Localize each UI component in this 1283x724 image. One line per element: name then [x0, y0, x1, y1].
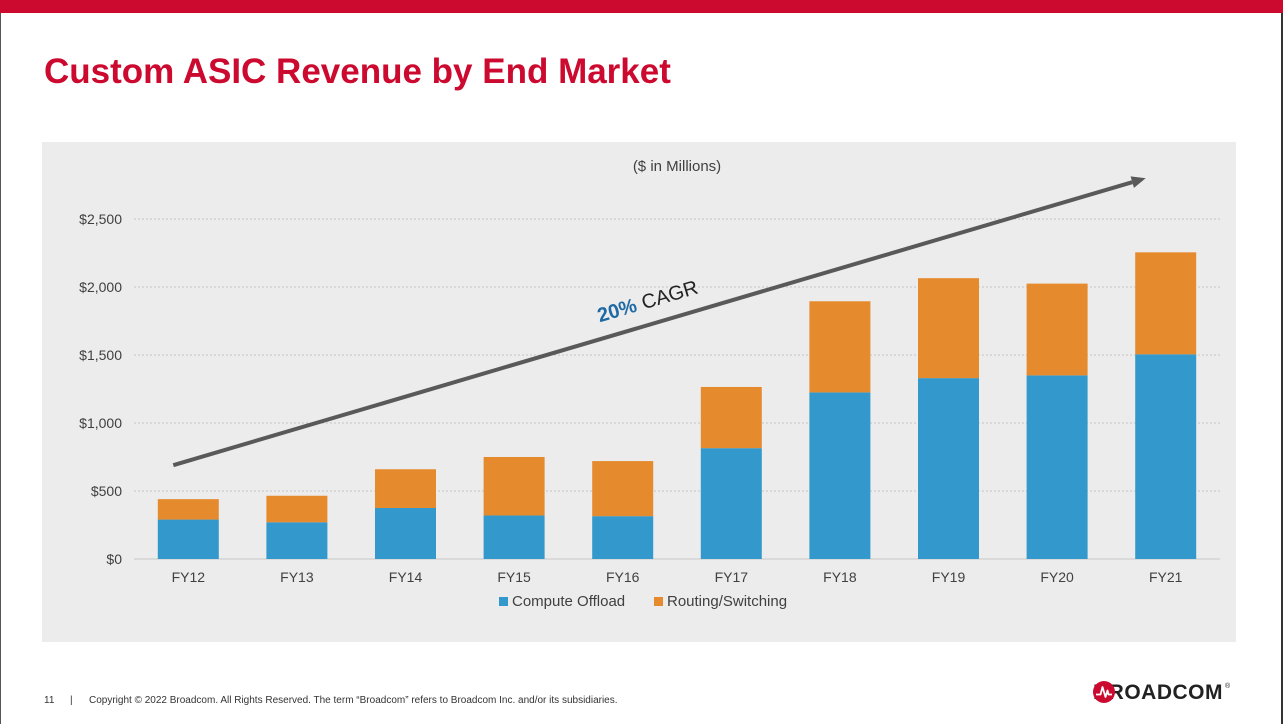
bar-segment-compute-offload [918, 378, 979, 559]
cagr-arrow-line [172, 180, 1133, 468]
logo-registered-mark: ® [1225, 683, 1231, 690]
cagr-arrow-head [1130, 176, 1146, 188]
logo-wordmark: BROADCOM [1093, 681, 1223, 704]
y-tick-label: $2,000 [79, 279, 122, 295]
y-tick-label: $500 [91, 483, 122, 499]
bar-segment-compute-offload [592, 516, 654, 559]
page-number: 11 [44, 695, 55, 706]
footer-separator: | [70, 695, 73, 706]
slide-title: Custom ASIC Revenue by End Market [44, 52, 671, 91]
legend-label: Compute Offload [512, 593, 625, 610]
y-tick-label: $2,500 [79, 211, 122, 227]
x-tick-label: FY12 [172, 569, 206, 585]
bar-segment-compute-offload [157, 519, 219, 559]
cagr-value: 20% [595, 295, 640, 327]
chart-panel: ($ in Millions) $0 $500 $1,000 $1,500 $2,000 $… [42, 142, 1236, 642]
stacked-bar-chart: ($ in Millions) $0 $500 $1,000 $1,500 $2,000 $… [79, 158, 1220, 610]
bar-segment-routing-switching [592, 461, 654, 517]
legend-swatch [654, 597, 663, 606]
bar-segment-routing-switching [918, 278, 979, 379]
x-tick-label: FY13 [280, 569, 314, 585]
bar-segment-routing-switching [483, 457, 545, 516]
bar-segment-compute-offload [266, 522, 328, 559]
y-tick-label: $0 [106, 551, 122, 567]
top-brand-bar [0, 0, 1283, 13]
x-tick-label: FY19 [932, 569, 966, 585]
y-tick-label: $1,500 [79, 347, 122, 363]
cagr-label: CAGR [639, 277, 701, 314]
cagr-annotation: 20%CAGR [595, 277, 701, 327]
x-tick-label: FY20 [1040, 569, 1074, 585]
x-tick-label: FY17 [715, 569, 749, 585]
y-tick-label: $1,000 [79, 415, 122, 431]
copyright-notice: Copyright © 2022 Broadcom. All Rights Re… [89, 695, 618, 706]
bar-segment-routing-switching [1026, 283, 1088, 376]
x-tick-label: FY21 [1149, 569, 1183, 585]
bar-segment-routing-switching [809, 301, 871, 393]
bar-segment-routing-switching [157, 499, 219, 520]
left-frame-border [0, 13, 1, 724]
bar-segment-compute-offload [375, 508, 436, 559]
bar-segment-routing-switching [266, 495, 328, 523]
chart-subtitle: ($ in Millions) [633, 158, 721, 175]
bar-segment-compute-offload [1026, 375, 1088, 559]
x-tick-label: FY16 [606, 569, 640, 585]
bar-segment-compute-offload [1135, 354, 1197, 559]
bar-segment-routing-switching [1135, 252, 1197, 355]
bar-segment-compute-offload [700, 448, 762, 559]
x-tick-label: FY15 [497, 569, 531, 585]
x-tick-label: FY14 [389, 569, 423, 585]
bar-segment-routing-switching [375, 469, 436, 508]
broadcom-pulse-icon [1093, 681, 1115, 703]
bar-segment-routing-switching [700, 386, 762, 449]
right-frame-border [1281, 13, 1283, 724]
x-tick-label: FY18 [823, 569, 857, 585]
bar-segment-compute-offload [483, 515, 545, 559]
bar-segment-compute-offload [809, 392, 871, 559]
legend-label: Routing/Switching [667, 593, 787, 610]
legend-swatch [499, 597, 508, 606]
broadcom-logo: BROADCOM ® [1093, 681, 1230, 705]
